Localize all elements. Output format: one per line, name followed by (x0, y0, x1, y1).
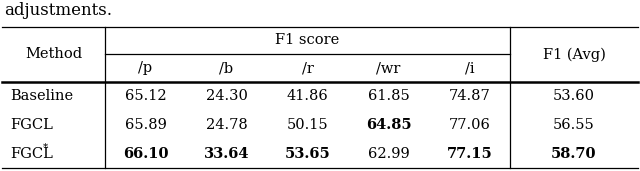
Text: FGCL: FGCL (10, 118, 53, 132)
Text: adjustments.: adjustments. (4, 2, 112, 19)
Text: /i: /i (465, 61, 474, 75)
Text: 41.86: 41.86 (287, 89, 328, 103)
Text: FGCL: FGCL (10, 147, 53, 161)
Text: 24.30: 24.30 (205, 89, 248, 103)
Text: /r: /r (301, 61, 314, 75)
Text: 65.12: 65.12 (125, 89, 166, 103)
Text: /p: /p (138, 61, 152, 75)
Text: 24.78: 24.78 (205, 118, 248, 132)
Text: Method: Method (25, 48, 82, 62)
Text: 33.64: 33.64 (204, 147, 249, 161)
Text: 74.87: 74.87 (449, 89, 490, 103)
Text: 65.89: 65.89 (125, 118, 166, 132)
Text: 61.85: 61.85 (367, 89, 410, 103)
Text: F1 score: F1 score (275, 34, 340, 48)
Text: 64.85: 64.85 (365, 118, 412, 132)
Text: 50.15: 50.15 (287, 118, 328, 132)
Text: 77.15: 77.15 (447, 147, 492, 161)
Text: 66.10: 66.10 (123, 147, 168, 161)
Text: 58.70: 58.70 (551, 147, 596, 161)
Text: Baseline: Baseline (10, 89, 73, 103)
Text: /b: /b (220, 61, 234, 75)
Text: 77.06: 77.06 (449, 118, 490, 132)
Text: 53.65: 53.65 (285, 147, 330, 161)
Text: *: * (43, 143, 48, 152)
Text: F1 (Avg): F1 (Avg) (543, 47, 605, 62)
Text: 56.55: 56.55 (553, 118, 595, 132)
Text: /wr: /wr (376, 61, 401, 75)
Text: 62.99: 62.99 (367, 147, 410, 161)
Text: 53.60: 53.60 (553, 89, 595, 103)
